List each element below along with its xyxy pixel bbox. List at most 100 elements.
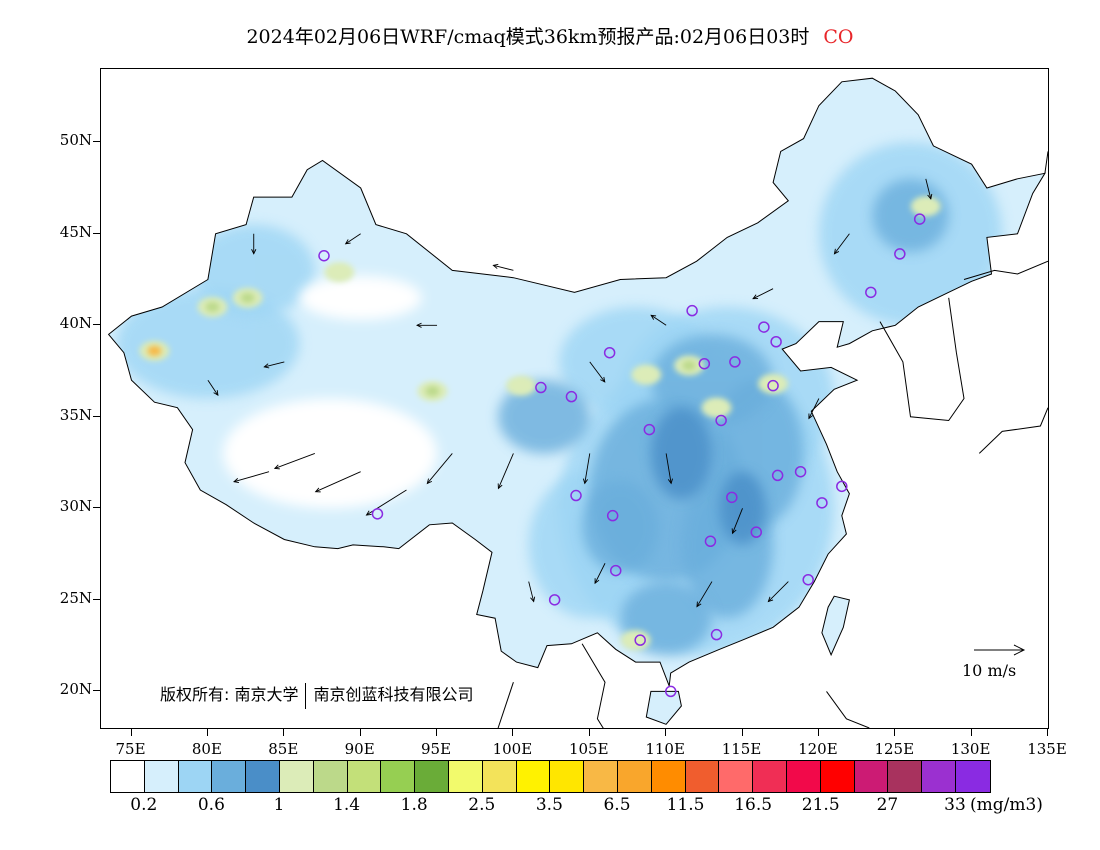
china-boundary [107,77,1046,687]
city-marker [913,213,926,225]
coastline [879,297,965,422]
hotspot-core [709,402,724,413]
wind-vector [251,233,257,255]
city-marker [710,628,723,641]
latitude-label: 40N [59,314,92,333]
latitude-tick [93,324,100,326]
hotspot-core [425,386,440,397]
city-marker [318,249,330,262]
colorbar-cell [381,761,416,792]
colorbar-cell [448,761,483,792]
longitude-label: 110E [645,740,685,758]
wind-vector [752,288,774,300]
map-title: 2024年02月06日WRF/cmaq模式36km预报产品:02月06日03时 C… [0,22,1100,49]
longitude-tick [894,729,896,736]
latitude-label: 35N [59,405,92,424]
longitude-tick [512,729,514,736]
colorbar-cell [651,761,686,792]
hotspot-core [147,345,162,356]
colorbar-tick-label: 1 [273,795,285,815]
coastline [826,691,870,728]
wind-vector [263,361,285,369]
colorbar-cell [246,761,280,792]
city-marker [802,573,814,586]
wind-reference-arrow [974,644,1026,656]
wind-vector [492,263,514,271]
hotspot-core [240,292,255,303]
city-marker [794,465,807,478]
city-marker [634,634,646,646]
longitude-tick [359,729,361,736]
colorbar-cell [617,761,652,792]
colorbar-tick-label: 33 [944,795,966,815]
longitude-label: 105E [568,740,609,758]
coastline [978,407,1048,454]
wind-vector [594,563,606,585]
copyright-notice: 版权所有: 南京大学 南京创蓝科技有限公司 [160,681,474,709]
colorbar-cell [955,761,990,792]
longitude-label: 130E [950,740,991,758]
copyright-separator [305,682,307,709]
colorbar-tick-label: 3.5 [535,795,563,815]
colorbar-cell [753,761,787,792]
longitude-tick [130,729,132,736]
city-marker [758,321,770,333]
concentration-field [108,78,1045,686]
wind-vector [233,471,270,484]
longitude-label: 120E [798,740,838,758]
colorbar-cell [854,761,889,792]
colorbar-tick-label: 6.5 [603,795,631,815]
longitude-tick [741,729,743,736]
hainan-island [645,690,682,725]
colorbar-tick-label: 1.8 [400,795,428,815]
wind-vector [582,453,591,485]
longitude-label: 115E [721,740,762,758]
taiwan-island [821,595,850,657]
city-marker [606,509,619,522]
map-title-species: CO [823,26,854,48]
city-marker [865,286,877,299]
latitude-label: 25N [59,588,92,607]
wind-vector [731,508,743,535]
longitude-label: 85E [268,740,299,758]
city-marker [548,594,561,606]
colorbar-unit: (mg/m3) [970,795,1043,815]
latitude-tick [93,690,100,692]
wind-reference-label: 10 m/s [962,661,1017,680]
wind-vector [207,379,219,397]
longitude-tick [1047,729,1048,736]
longitude-tick [665,729,667,736]
hotspot-core [332,267,347,278]
coastline [581,643,606,728]
city-marker [729,356,741,368]
colorbar-tick-label: 0.6 [197,795,225,815]
map-canvas [107,77,1048,728]
city-marker [570,489,582,502]
colorbar-cell [888,761,923,792]
colorbar-tick-label: 21.5 [801,795,840,815]
city-marker [603,346,616,359]
longitude-label: 135E [1027,740,1067,758]
wind-vector [650,314,667,326]
colorbar-cell [550,761,585,792]
longitude-label: 100E [492,740,533,758]
colorbar-tick-label: 2.5 [468,795,496,815]
city-marker [371,508,384,520]
latitude-tick [93,141,100,143]
longitude-tick [970,729,972,736]
longitude-tick [436,729,438,736]
city-marker [894,248,906,260]
city-marker [698,357,711,370]
city-marker [609,564,622,577]
wind-vector [589,361,606,383]
colorbar-tick-label: 0.2 [130,795,158,815]
map-title-text: 2024年02月06日WRF/cmaq模式36km预报产品:02月06日03时 [246,26,810,48]
colorbar-cell [516,761,551,792]
coastline [963,260,1048,280]
wind-vector [696,581,713,608]
longitude-tick [817,729,819,736]
city-marker [643,423,656,436]
hotspot-core [205,301,220,312]
latitude-tick [93,415,100,417]
colorbar-tick-label: 16.5 [734,795,773,815]
